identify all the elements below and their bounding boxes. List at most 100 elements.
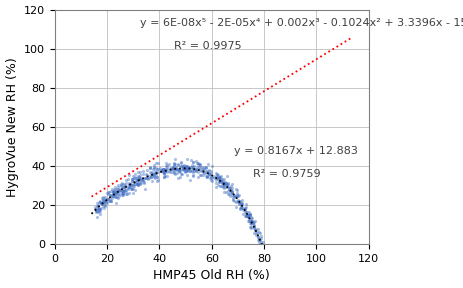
Point (167, 166, 175, 171)
Point (152, 173, 159, 178)
Point (181, 169, 189, 174)
Point (255, 237, 263, 241)
Point (115, 187, 123, 192)
Point (193, 166, 200, 171)
Point (254, 240, 262, 244)
Point (130, 175, 138, 180)
Point (242, 209, 249, 214)
Point (98, 202, 106, 206)
Point (112, 185, 119, 189)
Point (179, 166, 187, 171)
Point (97, 200, 104, 204)
Point (143, 176, 150, 181)
Point (238, 198, 245, 202)
Point (240, 213, 248, 218)
Point (170, 162, 177, 167)
Point (237, 204, 244, 209)
Point (252, 233, 259, 238)
Point (161, 168, 169, 173)
Point (160, 175, 167, 179)
Point (247, 222, 255, 226)
Point (134, 177, 142, 182)
Point (225, 186, 232, 191)
Point (159, 167, 167, 172)
Point (244, 213, 251, 217)
Y-axis label: HygroVue New RH (%): HygroVue New RH (%) (6, 57, 19, 197)
Point (236, 207, 243, 211)
Point (190, 164, 198, 168)
Point (206, 177, 214, 182)
Point (265, 259, 273, 264)
Point (116, 191, 124, 196)
Point (202, 171, 209, 175)
Point (91, 205, 99, 210)
Point (200, 170, 207, 175)
Point (146, 166, 153, 170)
Point (248, 219, 256, 224)
Point (113, 190, 120, 194)
Point (147, 173, 155, 178)
Point (247, 215, 255, 220)
Point (182, 168, 189, 173)
Point (129, 186, 136, 190)
Point (100, 200, 107, 205)
Point (223, 181, 231, 186)
Point (113, 187, 121, 192)
Point (189, 160, 196, 165)
Text: y = 6E-08x⁵ - 2E-05x⁴ + 0.002x³ - 0.1024x² + 3.3396x - 15.934: y = 6E-08x⁵ - 2E-05x⁴ + 0.002x³ - 0.1024… (139, 18, 463, 28)
Point (110, 191, 117, 196)
Point (100, 202, 108, 206)
Point (119, 189, 126, 194)
Point (116, 188, 123, 193)
Point (196, 173, 204, 178)
Point (215, 175, 222, 180)
Point (147, 170, 154, 175)
Point (215, 176, 222, 181)
Point (246, 224, 254, 229)
Point (99, 204, 106, 209)
Point (195, 165, 203, 170)
Point (133, 181, 141, 186)
Point (268, 267, 275, 272)
Point (246, 221, 253, 226)
Point (212, 177, 219, 182)
Point (102, 199, 109, 204)
Point (186, 177, 194, 182)
Point (154, 166, 162, 171)
Point (215, 175, 222, 179)
Point (169, 166, 176, 170)
Point (235, 192, 242, 197)
Point (244, 213, 251, 217)
Point (170, 169, 178, 174)
Point (218, 180, 225, 185)
Point (101, 202, 109, 207)
Point (195, 162, 203, 166)
Point (220, 183, 227, 187)
Point (274, 282, 281, 286)
Point (160, 175, 167, 179)
Point (223, 183, 231, 187)
Point (183, 166, 190, 170)
Point (235, 199, 243, 203)
Point (182, 167, 190, 172)
Point (258, 239, 266, 244)
Point (125, 182, 132, 187)
Point (206, 176, 213, 180)
Point (114, 183, 122, 187)
Point (103, 201, 111, 206)
Point (156, 166, 163, 170)
Point (94, 204, 102, 208)
Point (100, 200, 107, 204)
Point (273, 286, 280, 288)
Point (113, 194, 120, 199)
Point (256, 231, 263, 235)
Point (142, 172, 150, 176)
Point (188, 164, 195, 169)
Point (188, 166, 196, 171)
Point (149, 166, 156, 171)
Point (238, 208, 246, 213)
Point (108, 194, 115, 198)
Point (186, 169, 194, 174)
Point (114, 196, 122, 200)
Point (165, 161, 172, 166)
